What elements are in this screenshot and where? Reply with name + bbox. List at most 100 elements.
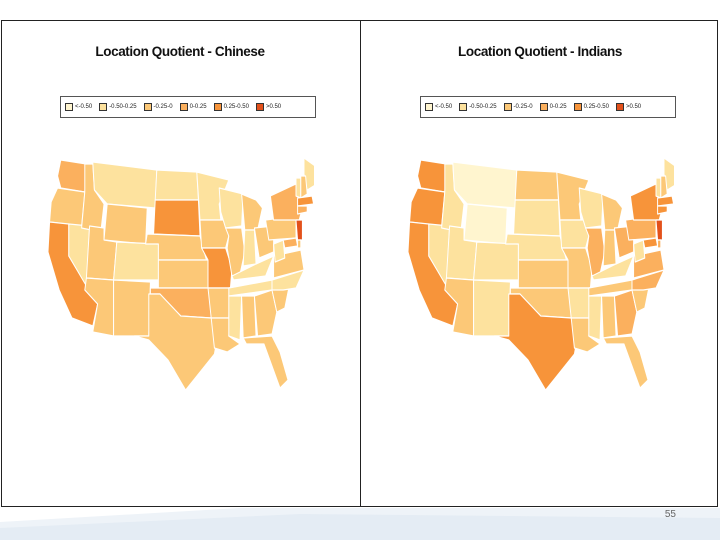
state-nh: [300, 175, 308, 199]
legend-label: -0.25-0: [513, 104, 533, 110]
legend-label: <-0.50: [75, 104, 93, 110]
legend-label: <-0.50: [435, 104, 453, 110]
legend-item: 0-0.25: [179, 103, 207, 111]
legend-label: >0.50: [265, 104, 282, 110]
legend-label: -0.50-0.25: [109, 104, 137, 110]
legend-swatch: [503, 103, 512, 111]
state-ga: [613, 289, 638, 337]
state-nm: [113, 279, 151, 337]
footer-decoration: [0, 508, 720, 540]
map-title: Location Quotient - Indians: [458, 44, 622, 59]
state-co: [113, 241, 159, 281]
state-wa: [417, 159, 447, 193]
map-title: Location Quotient - Chinese: [95, 44, 265, 59]
state-mn: [196, 171, 230, 221]
legend-swatch: [65, 103, 73, 111]
state-ct: [297, 205, 308, 215]
state-ma: [657, 195, 674, 207]
legend-item: 0-0.25: [539, 103, 567, 111]
legend-label: -0.50-0.25: [469, 104, 497, 110]
state-nd: [514, 169, 559, 201]
map-panel-indians: Location Quotient - Indians <-0.50 -0.50-…: [361, 20, 719, 507]
legend-item: 0.25-0.50: [573, 103, 609, 111]
legend-label: 0-0.25: [549, 104, 567, 110]
legend-label: 0.25-0.50: [223, 104, 249, 110]
state-ks: [517, 259, 569, 289]
state-al: [601, 295, 617, 339]
state-md: [642, 237, 659, 249]
legend-swatch: [615, 103, 624, 111]
state-ma: [297, 195, 314, 207]
map-legend: <-0.50 -0.50-0.25 -0.25-0 0-0.25 0.25-0.50 >0…: [420, 96, 676, 118]
us-choropleth-map: [407, 157, 674, 390]
legend-label: >0.50: [625, 104, 642, 110]
state-tx: [493, 293, 579, 390]
legend-item: -0.50-0.25: [99, 103, 137, 111]
legend-item: -0.25-0: [143, 103, 173, 111]
map-legend: <-0.50 -0.50-0.25 -0.25-0 0-0.25 0.25-0.50 >0…: [60, 96, 316, 118]
us-choropleth-map: [47, 157, 314, 390]
state-md: [282, 237, 299, 249]
legend-item: >0.50: [615, 103, 642, 111]
state-ar: [207, 287, 231, 319]
state-ks: [157, 259, 209, 289]
state-wy: [103, 203, 148, 245]
state-wi: [578, 187, 604, 229]
state-ar: [567, 287, 591, 319]
legend-item: <-0.50: [65, 103, 92, 111]
state-de: [297, 239, 302, 249]
legend-swatch: [255, 103, 264, 111]
legend-label: 0.25-0.50: [583, 104, 609, 110]
legend-swatch: [425, 103, 433, 111]
legend-swatch: [459, 103, 468, 111]
state-vt: [655, 177, 662, 199]
state-ms: [588, 295, 603, 341]
state-vt: [295, 177, 302, 199]
state-ia: [199, 219, 230, 249]
state-or: [49, 187, 86, 227]
state-ct: [657, 205, 668, 215]
legend-item: 0.25-0.50: [213, 103, 249, 111]
state-wv: [633, 239, 646, 263]
legend-swatch: [539, 103, 548, 111]
legend-item: -0.50-0.25: [459, 103, 497, 111]
state-wv: [273, 239, 286, 263]
state-ga: [253, 289, 278, 337]
legend-item: <-0.50: [425, 103, 452, 111]
legend-swatch: [143, 103, 152, 111]
legend-label: -0.25-0: [153, 104, 173, 110]
state-co: [473, 241, 519, 281]
state-in: [242, 229, 257, 267]
state-mi: [601, 193, 623, 231]
page-number: 55: [664, 509, 676, 520]
state-al: [241, 295, 257, 339]
state-sd: [153, 199, 201, 237]
state-tx: [133, 293, 219, 390]
state-wa: [57, 159, 87, 193]
state-ia: [559, 219, 590, 249]
map-panel-chinese: Location Quotient - Chinese <-0.50 -0.50-…: [1, 20, 359, 507]
legend-item: >0.50: [255, 103, 282, 111]
state-or: [409, 187, 446, 227]
state-wy: [463, 203, 508, 245]
legend-swatch: [179, 103, 188, 111]
state-nj: [655, 219, 663, 241]
state-nm: [473, 279, 511, 337]
state-in: [602, 229, 617, 267]
state-fl: [602, 335, 649, 389]
state-nj: [295, 219, 303, 241]
state-fl: [242, 335, 289, 389]
state-de: [657, 239, 662, 249]
legend-swatch: [99, 103, 108, 111]
panel-divider: [360, 20, 361, 507]
state-mi: [241, 193, 263, 231]
legend-swatch: [213, 103, 222, 111]
state-sd: [513, 199, 561, 237]
state-ms: [228, 295, 243, 341]
legend-label: 0-0.25: [189, 104, 207, 110]
legend-swatch: [573, 103, 582, 111]
state-wi: [218, 187, 244, 229]
state-mn: [556, 171, 590, 221]
state-ky: [591, 255, 635, 281]
state-nh: [660, 175, 668, 199]
